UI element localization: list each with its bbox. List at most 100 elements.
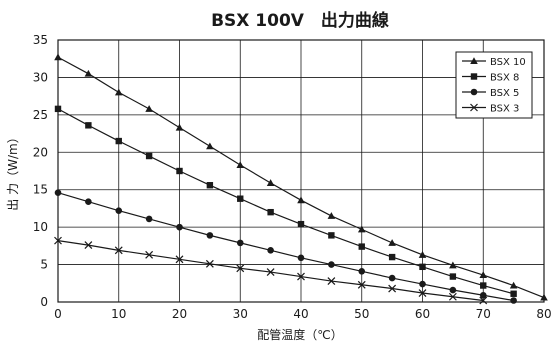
cross-marker-stroke <box>418 289 427 297</box>
data-point <box>176 223 183 231</box>
data-point <box>236 161 245 169</box>
data-point <box>479 296 488 305</box>
data-point <box>388 239 396 246</box>
data-point <box>236 264 245 273</box>
series-group <box>54 53 548 305</box>
data-point <box>266 268 275 276</box>
data-point <box>328 232 335 239</box>
y-tick-label: 0 <box>40 295 48 309</box>
cross-marker-stroke <box>145 250 154 259</box>
data-point <box>418 289 427 297</box>
x-axis-label: 配管温度（℃） <box>257 327 342 342</box>
legend-label: BSX 8 <box>490 73 519 84</box>
data-point <box>145 215 153 223</box>
y-axis-label: 出 力（W/m） <box>6 131 20 210</box>
y-tick-label: 5 <box>40 258 48 272</box>
legend-label: BSX 3 <box>490 104 519 115</box>
data-point <box>145 250 154 259</box>
x-tick-label: 30 <box>233 307 248 321</box>
data-point <box>449 286 457 294</box>
data-point <box>358 268 366 275</box>
y-tick-label: 10 <box>33 220 48 234</box>
data-point <box>327 212 336 219</box>
data-point <box>419 280 426 288</box>
data-point <box>236 239 244 247</box>
x-tick-label: 70 <box>476 307 491 321</box>
cross-marker-stroke <box>114 246 123 255</box>
data-point <box>509 281 518 289</box>
data-point <box>206 142 214 150</box>
y-tick-label: 20 <box>33 145 48 159</box>
chart-title: BSX 100V 出力曲線 <box>211 10 389 31</box>
data-point <box>449 261 457 269</box>
y-tick-label: 30 <box>33 70 48 84</box>
data-point <box>266 179 275 186</box>
data-point <box>85 122 92 129</box>
legend-item: BSX 3 <box>462 104 519 115</box>
plot-frame <box>57 39 545 303</box>
cross-marker-stroke <box>357 280 366 289</box>
data-point <box>85 198 92 205</box>
cross-marker-stroke <box>266 268 275 276</box>
cross-marker-stroke <box>54 236 62 245</box>
cross-marker-stroke <box>327 277 336 285</box>
cross-marker-stroke <box>205 259 214 268</box>
data-point <box>419 263 426 271</box>
data-point <box>114 246 123 255</box>
data-point <box>114 88 123 96</box>
data-point <box>145 152 153 160</box>
series-line <box>57 192 514 302</box>
data-point <box>54 53 62 61</box>
y-tick-labels: 0 5 10 15 20 25 30 35 <box>33 33 48 309</box>
data-point <box>448 292 457 301</box>
data-point <box>297 254 305 262</box>
y-tick-label: 35 <box>33 33 48 47</box>
data-point <box>115 137 122 145</box>
x-tick-label: 50 <box>354 307 369 321</box>
y-tick-label: 25 <box>33 108 48 122</box>
data-point <box>388 274 396 282</box>
data-point <box>237 195 244 202</box>
data-point <box>54 236 62 245</box>
cross-marker-stroke <box>236 264 245 273</box>
cross-marker-stroke <box>297 272 305 281</box>
legend-label: BSX 10 <box>490 57 526 68</box>
series-bsx-5 <box>54 189 517 304</box>
legend-marker <box>470 103 478 112</box>
data-point <box>480 282 487 289</box>
legend-marker <box>470 57 478 64</box>
data-point <box>297 220 305 228</box>
cross-marker-stroke <box>175 255 184 264</box>
data-point <box>479 271 488 279</box>
data-point <box>205 259 214 268</box>
series-bsx-10 <box>54 53 548 301</box>
data-point <box>267 208 274 216</box>
data-point <box>267 247 274 254</box>
x-tick-label: 10 <box>111 307 126 321</box>
data-point <box>84 69 93 77</box>
y-tick-label: 15 <box>33 183 48 197</box>
data-point <box>176 167 183 175</box>
data-point <box>357 280 366 289</box>
data-point <box>297 196 305 204</box>
data-point <box>388 253 396 261</box>
legend-item: BSX 5 <box>462 88 519 99</box>
x-tick-label: 0 <box>54 307 62 321</box>
data-point <box>175 255 184 264</box>
data-point <box>479 291 487 299</box>
data-point <box>175 123 184 131</box>
cross-marker-stroke <box>470 103 478 112</box>
x-tick-label: 60 <box>415 307 430 321</box>
cross-marker-stroke <box>479 296 488 305</box>
legend: BSX 10 BSX 8 BSX 5 BSX 3 <box>455 51 533 119</box>
data-point <box>115 207 123 214</box>
legend-label: BSX 5 <box>490 88 519 99</box>
series-line <box>57 108 514 295</box>
x-tick-label: 40 <box>293 307 308 321</box>
cross-marker-stroke <box>84 241 93 250</box>
data-point <box>206 232 214 239</box>
cross-marker-stroke <box>448 292 457 301</box>
data-point <box>449 273 457 280</box>
data-point <box>328 261 335 268</box>
